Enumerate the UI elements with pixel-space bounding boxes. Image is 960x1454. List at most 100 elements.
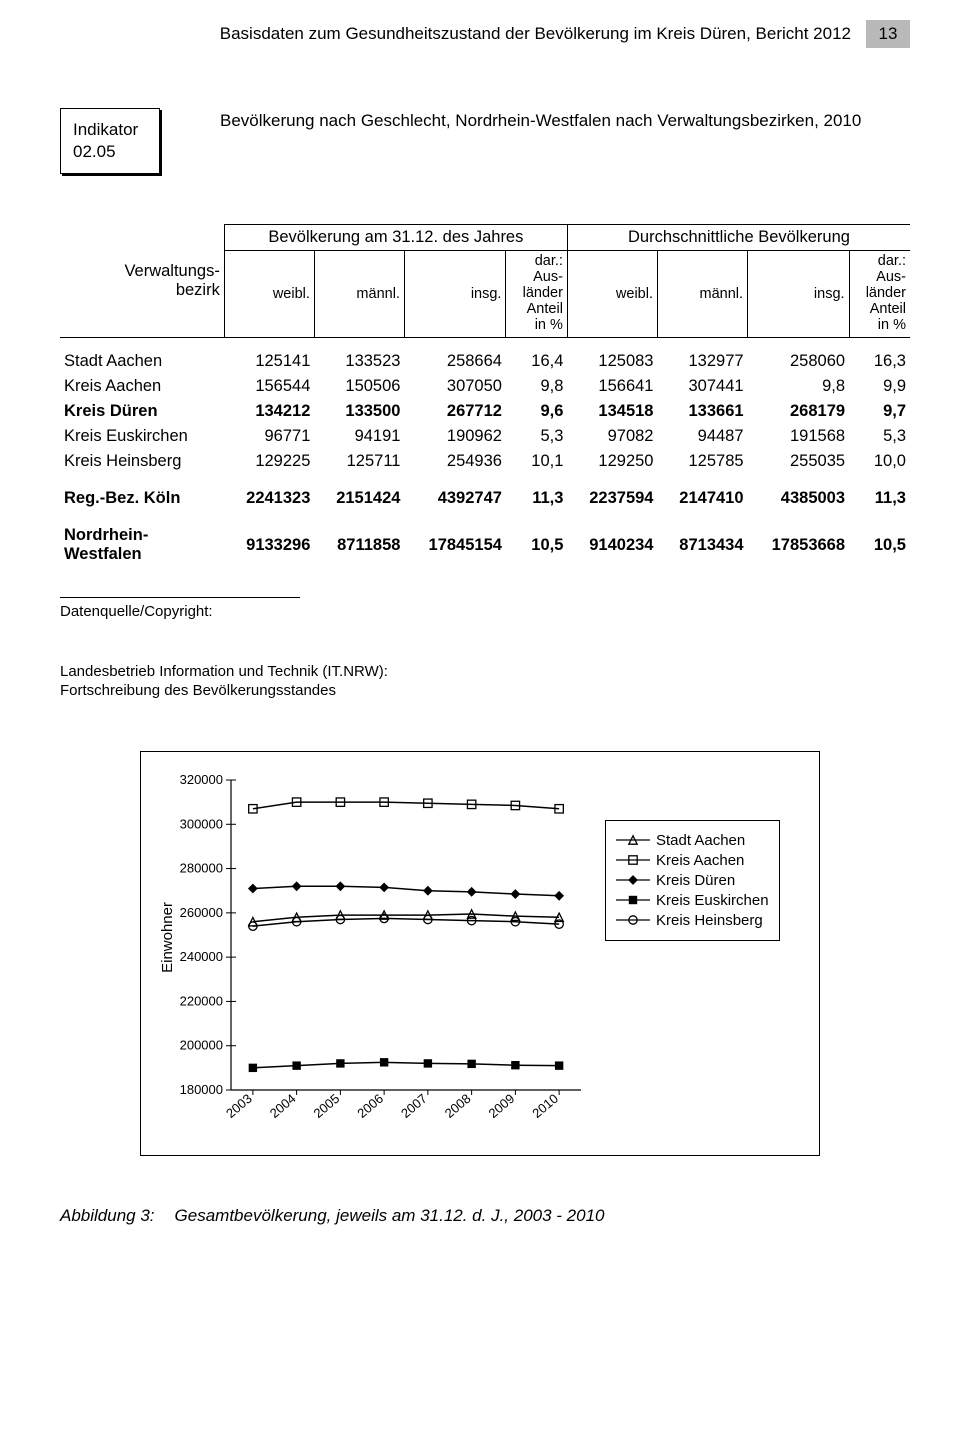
row-label: Kreis Aachen [60, 374, 224, 399]
row-label: Nordrhein-Westfalen [60, 523, 224, 567]
cell: 8711858 [314, 523, 404, 567]
cell: 190962 [404, 424, 506, 449]
cell: 133500 [314, 399, 404, 424]
caption-label: Abbildung 3: [60, 1206, 155, 1226]
cell: 9,6 [506, 399, 567, 424]
legend-item: Kreis Düren [616, 872, 769, 889]
table-row: Stadt Aachen12514113352325866416,4125083… [60, 349, 910, 374]
col-maennl: männl. [314, 251, 404, 338]
col-weibl: weibl. [224, 251, 314, 338]
cell: 94191 [314, 424, 404, 449]
table-row: Nordrhein-Westfalen913329687118581784515… [60, 523, 910, 567]
indicator-description: Bevölkerung nach Geschlecht, Nordrhein-W… [160, 108, 910, 133]
footnote-block: Datenquelle/Copyright: Landesbetrieb Inf… [50, 597, 910, 701]
cell: 268179 [748, 399, 850, 424]
table-row: Kreis Euskirchen96771941911909625,397082… [60, 424, 910, 449]
cell: 156641 [567, 374, 657, 399]
cell: 2237594 [567, 486, 657, 511]
legend-label: Kreis Heinsberg [656, 912, 763, 929]
cell: 9,7 [849, 399, 910, 424]
page-number: 13 [866, 20, 910, 48]
cell: 254936 [404, 449, 506, 474]
svg-text:300000: 300000 [180, 816, 223, 831]
chart-plot-area: 1800002000002200002400002600002800003000… [176, 770, 591, 1145]
caption-text: Gesamtbevölkerung, jeweils am 31.12. d. … [175, 1206, 605, 1226]
svg-text:200000: 200000 [180, 1038, 223, 1053]
table-row: Reg.-Bez. Köln22413232151424439274711,32… [60, 486, 910, 511]
cell: 10,5 [849, 523, 910, 567]
col-ausl-2: dar.:Aus-länderAnteilin % [849, 251, 910, 338]
col-insg-2: insg. [748, 251, 850, 338]
table-row: Kreis Aachen1565441505063070509,81566413… [60, 374, 910, 399]
svg-text:2004: 2004 [267, 1091, 299, 1121]
cell: 125785 [657, 449, 747, 474]
table-row: Kreis Düren1342121335002677129,613451813… [60, 399, 910, 424]
chart-legend: Stadt Aachen Kreis Aachen Kreis Düren Kreis… [605, 820, 780, 941]
svg-text:2009: 2009 [486, 1091, 518, 1121]
group-left: Bevölkerung am 31.12. des Jahres [224, 225, 567, 251]
cell: 9,8 [748, 374, 850, 399]
chart-y-label: Einwohner [153, 902, 176, 973]
cell: 129250 [567, 449, 657, 474]
cell: 97082 [567, 424, 657, 449]
cell: 11,3 [849, 486, 910, 511]
line-chart: 1800002000002200002400002600002800003000… [176, 770, 591, 1145]
cell: 9,8 [506, 374, 567, 399]
chart-container: Einwohner 180000200000220000240000260000… [140, 751, 820, 1156]
cell: 4392747 [404, 486, 506, 511]
legend-label: Kreis Düren [656, 872, 735, 889]
cell: 134212 [224, 399, 314, 424]
data-table-wrapper: Verwaltungs-bezirk Bevölkerung am 31.12.… [60, 224, 910, 567]
cell: 10,0 [849, 449, 910, 474]
row-label: Reg.-Bez. Köln [60, 486, 224, 511]
svg-text:2003: 2003 [223, 1091, 255, 1121]
legend-item: Stadt Aachen [616, 832, 769, 849]
svg-text:180000: 180000 [180, 1082, 223, 1097]
cell: 125141 [224, 349, 314, 374]
cell: 5,3 [849, 424, 910, 449]
footnote-line3: Fortschreibung des Bevölkerungsstandes [60, 681, 910, 701]
indicator-row: Indikator 02.05 Bevölkerung nach Geschle… [60, 108, 910, 174]
cell: 9,9 [849, 374, 910, 399]
legend-item: Kreis Aachen [616, 852, 769, 869]
svg-text:2010: 2010 [529, 1091, 561, 1121]
group-right: Durchschnittliche Bevölkerung [567, 225, 910, 251]
cell: 125711 [314, 449, 404, 474]
cell: 132977 [657, 349, 747, 374]
header-title: Basisdaten zum Gesundheitszustand der Be… [50, 24, 866, 44]
svg-text:2007: 2007 [398, 1091, 430, 1121]
svg-text:2005: 2005 [311, 1091, 343, 1121]
cell: 150506 [314, 374, 404, 399]
row-label: Kreis Heinsberg [60, 449, 224, 474]
cell: 307050 [404, 374, 506, 399]
cell: 17845154 [404, 523, 506, 567]
row-label: Stadt Aachen [60, 349, 224, 374]
cell: 133661 [657, 399, 747, 424]
cell: 94487 [657, 424, 747, 449]
cell: 4385003 [748, 486, 850, 511]
row-label: Kreis Düren [60, 399, 224, 424]
table-row: Kreis Heinsberg12922512571125493610,1129… [60, 449, 910, 474]
cell: 2241323 [224, 486, 314, 511]
indicator-label-2: 02.05 [73, 141, 147, 163]
legend-item: Kreis Euskirchen [616, 892, 769, 909]
population-table: Verwaltungs-bezirk Bevölkerung am 31.12.… [60, 224, 910, 567]
row-label: Kreis Euskirchen [60, 424, 224, 449]
cell: 133523 [314, 349, 404, 374]
cell: 8713434 [657, 523, 747, 567]
cell: 267712 [404, 399, 506, 424]
cell: 16,4 [506, 349, 567, 374]
figure-caption: Abbildung 3: Gesamtbevölkerung, jeweils … [60, 1206, 910, 1226]
col-insg: insg. [404, 251, 506, 338]
legend-item: Kreis Heinsberg [616, 912, 769, 929]
footnote-line2: Landesbetrieb Information und Technik (I… [60, 662, 910, 682]
legend-label: Kreis Aachen [656, 852, 744, 869]
cell: 258664 [404, 349, 506, 374]
row-header: Verwaltungs-bezirk [124, 262, 219, 299]
legend-label: Stadt Aachen [656, 832, 745, 849]
cell: 10,5 [506, 523, 567, 567]
col-maennl-2: männl. [657, 251, 747, 338]
cell: 9140234 [567, 523, 657, 567]
footnote-line1: Datenquelle/Copyright: [60, 597, 300, 622]
cell: 258060 [748, 349, 850, 374]
